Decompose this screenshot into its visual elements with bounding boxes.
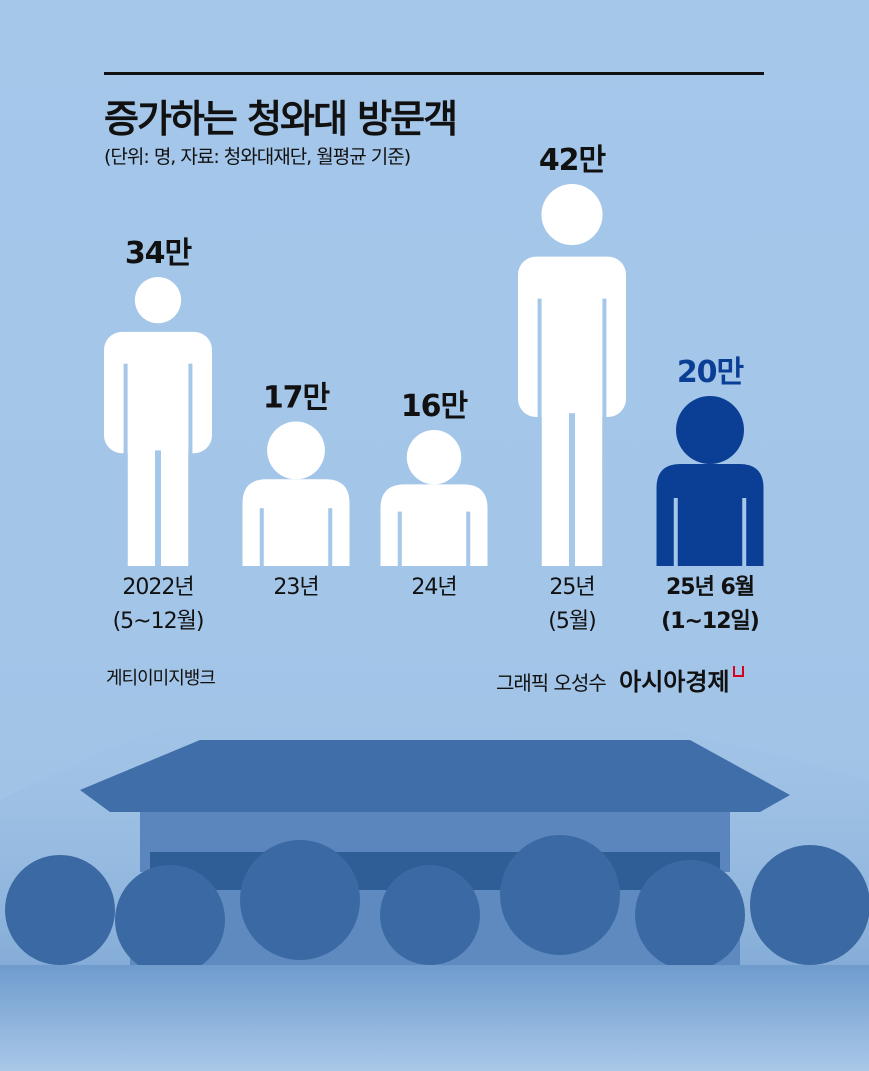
value-label: 17만	[263, 381, 331, 416]
figure-torso	[656, 464, 764, 566]
figure-torso	[380, 484, 488, 566]
value-label: 42만	[539, 143, 607, 178]
figure-head	[134, 277, 182, 324]
photo-credit: 게티이미지뱅크	[106, 668, 216, 689]
figure-torso	[242, 479, 350, 566]
brand-logo: 아시아경제	[619, 668, 730, 696]
value-label: 20만	[677, 355, 745, 390]
title-rule	[104, 72, 764, 75]
category-sublabel: (5월)	[548, 609, 595, 634]
category-label: 25년	[549, 575, 594, 600]
category-label: 23년	[273, 575, 318, 600]
category-label: 24년	[411, 575, 456, 600]
chart-title: 증가하는 청와대 방문객	[104, 97, 458, 141]
person-figure	[242, 421, 350, 566]
brand-mark-icon	[732, 666, 744, 677]
category-sublabel: (5~12월)	[113, 609, 204, 634]
category-sublabel: (1~12일)	[661, 609, 759, 634]
category-label: 25년 6월	[666, 575, 754, 600]
figure-head	[406, 430, 462, 485]
category-label: 2022년	[122, 575, 193, 600]
person-figure	[104, 277, 212, 566]
person-figure	[656, 396, 764, 566]
value-label: 16만	[401, 389, 469, 424]
person-figure	[518, 184, 626, 566]
chart-subtitle: (단위: 명, 자료: 청와대재단, 월평균 기준)	[104, 146, 411, 168]
person-figure	[380, 430, 488, 566]
graphic-credit-name: 그래픽 오성수	[496, 671, 607, 695]
figure-head	[676, 396, 744, 464]
graphic-credit: 그래픽 오성수 아시아경제	[496, 662, 744, 697]
figure-head	[267, 421, 325, 480]
figure-head	[541, 184, 603, 246]
value-label: 34만	[125, 236, 193, 271]
